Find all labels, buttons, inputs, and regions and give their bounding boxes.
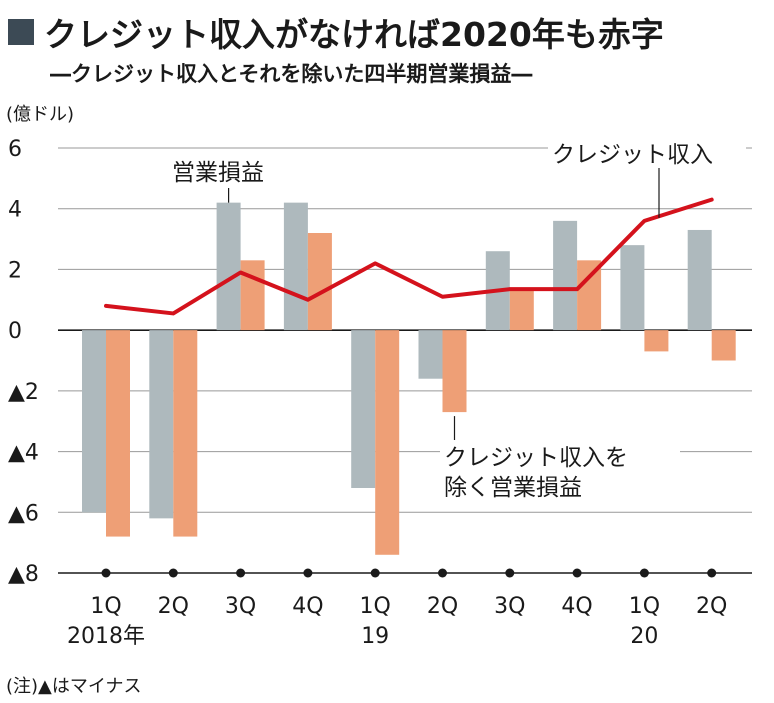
y-tick-label: 6 (8, 137, 22, 162)
x-tick-label: 3Q (494, 594, 525, 619)
bar-layer (82, 202, 736, 578)
bar-excluding (173, 330, 198, 537)
bar-excluding (509, 290, 534, 331)
unit-label: (億ドル) (6, 104, 75, 125)
bar-excluding (240, 260, 265, 331)
anno-bg (548, 138, 746, 168)
bar-excluding (644, 330, 669, 352)
x-tick-label: 2Q (158, 594, 189, 619)
bar-excluding (577, 260, 602, 331)
footnote: (注)▲はマイナス (6, 676, 142, 697)
y-tick-label: 2 (8, 258, 22, 283)
bar-excluding (442, 330, 467, 413)
axis-dot (370, 568, 380, 578)
x-tick-label: 1Q (360, 594, 391, 619)
bar-operating (82, 330, 106, 513)
x-tick-label: 1Q (90, 594, 121, 619)
title-row: クレジット収入がなければ2020年も赤字 (8, 6, 664, 58)
year-label: 20 (630, 624, 658, 649)
anno-bg (168, 156, 282, 186)
axis-dot (236, 568, 246, 578)
axis-dot (505, 568, 515, 578)
axis-dot (707, 568, 717, 578)
bar-excluding (711, 330, 736, 361)
year-label: 19 (361, 624, 389, 649)
year-label: 2018年 (67, 624, 145, 649)
bar-operating (216, 202, 241, 331)
axis-dot (101, 568, 111, 578)
anno-credit: クレジット収入 (552, 142, 713, 168)
chart-subtitle: ―クレジット収入とそれを除いた四半期営業損益― (50, 62, 533, 86)
bar-operating (283, 202, 308, 331)
bar-operating (149, 330, 174, 519)
axis-dot (438, 568, 447, 578)
axis-dot (168, 568, 178, 578)
anno-operating: 営業損益 (172, 160, 264, 186)
anno-excluding-1: クレジット収入を (444, 445, 628, 471)
bar-operating (620, 245, 645, 331)
chart-title: クレジット収入がなければ2020年も赤字 (44, 15, 664, 54)
line-credit (104, 197, 714, 316)
y-tick-label: 4 (8, 198, 22, 223)
x-tick-label: 3Q (225, 594, 256, 619)
bar-operating (553, 220, 578, 331)
bar-operating (418, 330, 443, 379)
x-tick-label: 4Q (292, 594, 323, 619)
axis-dot (639, 568, 649, 578)
bar-excluding (307, 233, 332, 331)
y-tick-label: ▲4 (8, 441, 39, 466)
axis-dot (303, 568, 313, 578)
title-square-icon (8, 19, 34, 45)
x-tick-label: 2Q (696, 594, 727, 619)
y-tick-label: ▲6 (8, 501, 39, 526)
axis-dot (572, 568, 582, 578)
bar-excluding (106, 330, 130, 537)
y-tick-label: 0 (8, 319, 22, 344)
x-tick-label: 4Q (561, 594, 592, 619)
y-tick-label: ▲2 (8, 380, 39, 405)
bar-excluding (375, 330, 400, 555)
anno-bg (440, 440, 680, 502)
bar-operating (351, 330, 376, 488)
x-tick-label: 1Q (629, 594, 660, 619)
line-layer (104, 197, 714, 316)
x-tick-label: 2Q (427, 594, 458, 619)
y-tick-label: ▲8 (8, 562, 39, 587)
bar-operating (687, 229, 712, 331)
anno-excluding-2: 除く営業損益 (444, 475, 582, 501)
